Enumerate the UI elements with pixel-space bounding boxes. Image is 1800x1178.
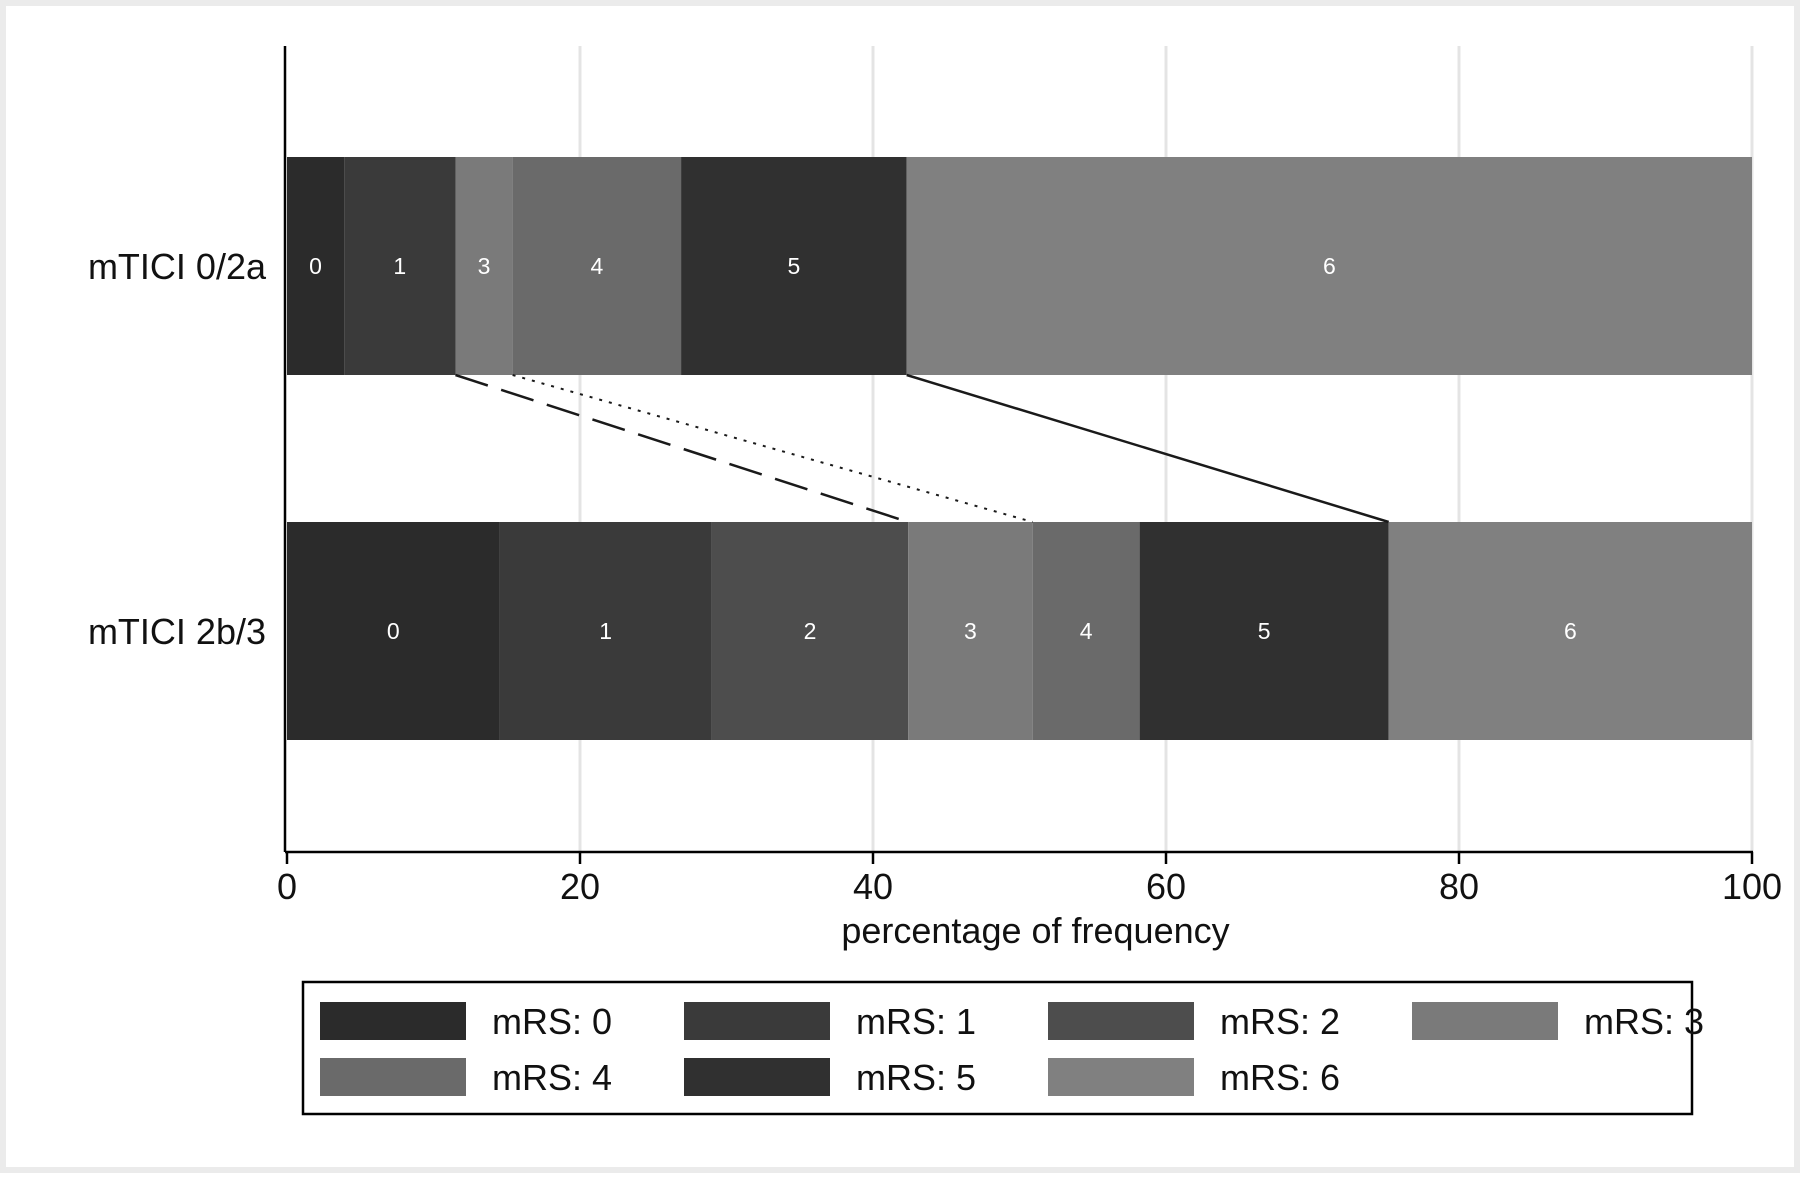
bar-segment-0-mrs-6 [906, 157, 1752, 375]
bar-segment-1-mrs-4 [1032, 522, 1140, 740]
category-label-1: mTICI 2b/3 [88, 611, 266, 652]
legend-label-0: mRS: 0 [492, 1001, 612, 1042]
bar-segment-1-mrs-5 [1139, 522, 1389, 740]
segment-label-0-6: 6 [1323, 253, 1336, 279]
connector-dashed [455, 373, 909, 524]
connector-dotted [512, 374, 1033, 523]
segment-label-1-4: 4 [1080, 618, 1093, 644]
segment-label-0-4: 4 [590, 253, 603, 279]
legend-label-3: mRS: 3 [1584, 1001, 1704, 1042]
legend-swatch-6 [1048, 1058, 1194, 1096]
legend-swatch-4 [320, 1058, 466, 1096]
bar-segment-0-mrs-5 [681, 157, 907, 375]
x-axis-title: percentage of frequency [841, 910, 1229, 951]
segment-label-1-0: 0 [387, 618, 400, 644]
segment-label-0-3: 3 [478, 253, 491, 279]
segment-label-0-0: 0 [309, 253, 322, 279]
bar-segment-1-mrs-2 [711, 522, 909, 740]
legend-swatch-1 [684, 1002, 830, 1040]
category-label-0: mTICI 0/2a [88, 246, 267, 287]
segment-label-1-2: 2 [804, 618, 817, 644]
bar-segment-1-mrs-0 [287, 522, 500, 740]
x-tick-label-20: 20 [560, 866, 600, 907]
connectors [455, 373, 1390, 524]
x-tick-label-100: 100 [1722, 866, 1782, 907]
segment-label-1-3: 3 [964, 618, 977, 644]
legend-label-6: mRS: 6 [1220, 1057, 1340, 1098]
bar-segment-1-mrs-6 [1388, 522, 1752, 740]
bar-segment-0-mrs-1 [344, 157, 456, 375]
legend-label-4: mRS: 4 [492, 1057, 612, 1098]
segment-label-1-5: 5 [1258, 618, 1271, 644]
legend-swatch-0 [320, 1002, 466, 1040]
connector-solid [906, 373, 1390, 524]
bars: 0 1 3 4 5 6 0 1 2 3 4 5 6 [287, 157, 1752, 740]
segment-label-0-1: 1 [393, 253, 406, 279]
bar-segment-1-mrs-1 [499, 522, 712, 740]
segment-label-1-1: 1 [599, 618, 612, 644]
legend-swatch-2 [1048, 1002, 1194, 1040]
legend-label-1: mRS: 1 [856, 1001, 976, 1042]
legend-label-5: mRS: 5 [856, 1057, 976, 1098]
segment-label-1-6: 6 [1564, 618, 1577, 644]
legend-label-2: mRS: 2 [1220, 1001, 1340, 1042]
bar-segment-1-mrs-3 [908, 522, 1033, 740]
x-tick-label-80: 80 [1439, 866, 1479, 907]
bar-segment-0-mrs-3 [455, 157, 513, 375]
legend-swatch-5 [684, 1058, 830, 1096]
bar-segment-0-mrs-0 [287, 157, 345, 375]
segment-label-0-5: 5 [787, 253, 800, 279]
legend: mRS: 0 mRS: 1 mRS: 2 mRS: 3 mRS: 4 mRS: 5 mRS:… [301, 980, 1704, 1116]
bar-segment-0-mrs-4 [512, 157, 682, 375]
x-tick-label-40: 40 [853, 866, 893, 907]
legend-swatch-3 [1412, 1002, 1558, 1040]
x-tick-label-60: 60 [1146, 866, 1186, 907]
x-tick-label-0: 0 [277, 866, 297, 907]
